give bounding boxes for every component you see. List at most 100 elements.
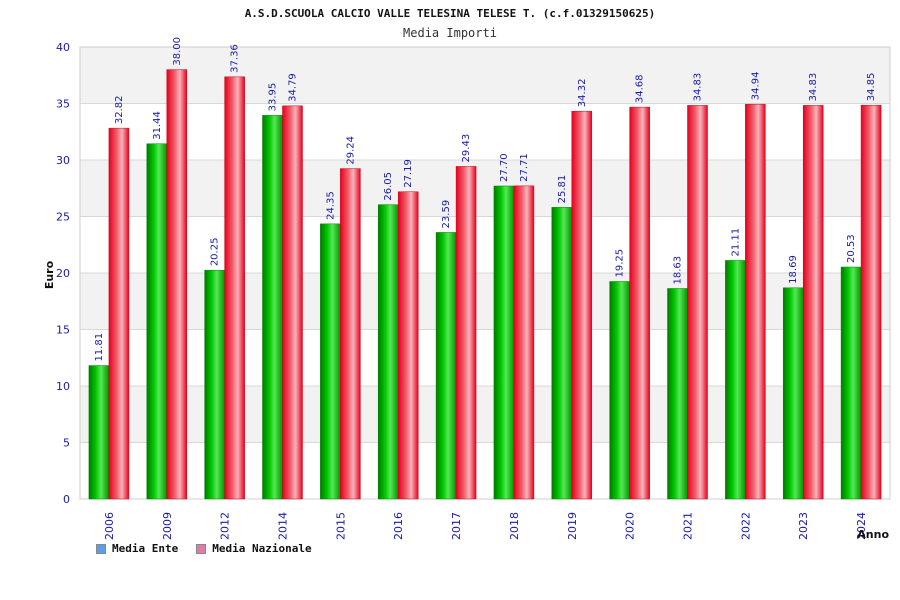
data-label-media-nazionale-2022: 34.94 (750, 72, 761, 101)
data-label-media-ente-2017: 23.59 (441, 200, 452, 229)
grid-band (80, 442, 890, 499)
data-label-media-ente-2006: 11.81 (94, 333, 105, 362)
x-tick-label-2023: 2023 (797, 512, 810, 540)
grid-band (80, 103, 890, 160)
x-axis-label: Anno (857, 528, 889, 541)
bar-media-nazionale-2018 (513, 185, 535, 500)
bar-media-nazionale-2020 (629, 106, 650, 500)
legend: Media Ente Media Nazionale (96, 542, 312, 555)
x-tick-label-2015: 2015 (334, 512, 347, 540)
bar-media-ente-2016 (377, 204, 399, 500)
bar-media-ente-2006 (88, 365, 110, 500)
bar-media-ente-2017 (435, 232, 457, 500)
bar-media-nazionale-2016 (397, 191, 419, 500)
x-tick-label-2006: 2006 (103, 512, 116, 540)
y-tick-label: 30 (56, 154, 70, 167)
data-label-media-nazionale-2017: 29.43 (461, 134, 472, 163)
grid-band (80, 160, 890, 217)
x-tick-label-2022: 2022 (739, 512, 752, 540)
bar-media-nazionale-2012 (224, 76, 245, 500)
bar-media-ente-2020 (609, 281, 630, 500)
x-tick-label-2017: 2017 (450, 512, 463, 540)
bar-media-nazionale-2015 (340, 168, 361, 500)
legend-item-media-ente: Media Ente (96, 542, 178, 555)
data-label-media-ente-2024: 20.53 (846, 234, 857, 263)
data-label-media-ente-2015: 24.35 (325, 191, 336, 220)
y-tick-label: 15 (56, 324, 70, 337)
y-tick-label: 20 (56, 267, 70, 280)
data-label-media-ente-2009: 31.44 (152, 111, 163, 140)
y-axis-label: Euro (43, 260, 56, 289)
bar-media-ente-2022 (725, 260, 746, 500)
bar-media-nazionale-2024 (860, 104, 882, 500)
chart-subtitle: Media Importi (403, 26, 497, 40)
bar-media-nazionale-2023 (802, 105, 824, 500)
data-label-media-ente-2018: 27.70 (499, 153, 510, 182)
data-label-media-ente-2014: 33.95 (268, 83, 279, 112)
bar-media-ente-2024 (840, 266, 862, 500)
y-tick-label: 35 (56, 98, 70, 111)
bar-media-ente-2018 (493, 185, 515, 500)
bar-media-nazionale-2006 (108, 127, 130, 500)
bar-media-ente-2023 (782, 287, 804, 500)
bar-media-nazionale-2014 (282, 105, 303, 500)
data-label-media-nazionale-2012: 37.36 (230, 44, 241, 73)
data-label-media-nazionale-2018: 27.71 (519, 153, 530, 182)
legend-label-media-ente: Media Ente (112, 542, 179, 555)
y-tick-label: 10 (56, 380, 70, 393)
bar-media-nazionale-2019 (571, 110, 593, 500)
x-tick-label-2019: 2019 (566, 512, 579, 540)
x-tick-label-2016: 2016 (392, 512, 405, 540)
data-label-media-ente-2012: 20.25 (210, 238, 221, 267)
y-tick-label: 40 (56, 41, 70, 54)
x-tick-label-2018: 2018 (508, 512, 521, 540)
bar-media-nazionale-2022 (745, 103, 766, 500)
data-label-media-ente-2016: 26.05 (383, 172, 394, 201)
data-label-media-ente-2022: 21.11 (730, 228, 741, 257)
y-tick-label: 25 (56, 211, 70, 224)
data-label-media-ente-2020: 19.25 (615, 249, 626, 278)
bar-media-ente-2009 (146, 143, 168, 500)
x-tick-label-2021: 2021 (682, 512, 695, 540)
x-tick-label-2024: 2024 (855, 512, 868, 540)
data-label-media-nazionale-2023: 34.83 (808, 73, 819, 102)
legend-swatch-media-nazionale (196, 543, 207, 554)
bar-media-ente-2014 (262, 115, 283, 500)
bar-media-nazionale-2021 (687, 105, 708, 500)
legend-item-media-nazionale: Media Nazionale (196, 542, 312, 555)
grid-band (80, 386, 890, 443)
grid-band (80, 329, 890, 386)
bar-media-nazionale-2017 (455, 166, 477, 500)
data-label-media-ente-2021: 18.63 (673, 256, 684, 285)
legend-swatch-media-ente (96, 543, 106, 554)
y-tick-label: 0 (63, 493, 70, 506)
x-tick-label-2009: 2009 (161, 512, 174, 540)
data-label-media-nazionale-2015: 29.24 (345, 136, 356, 165)
data-label-media-nazionale-2009: 38.00 (172, 37, 183, 66)
data-label-media-ente-2019: 25.81 (557, 175, 568, 204)
data-label-media-nazionale-2006: 32.82 (114, 95, 125, 124)
data-label-media-nazionale-2024: 34.85 (866, 73, 877, 102)
grid-band (80, 47, 890, 104)
x-tick-label-2014: 2014 (277, 512, 290, 540)
legend-label-media-nazionale: Media Nazionale (212, 542, 312, 555)
x-tick-label-2020: 2020 (624, 512, 637, 540)
x-tick-label-2012: 2012 (219, 512, 232, 540)
bar-media-nazionale-2009 (166, 69, 188, 500)
data-label-media-nazionale-2021: 34.83 (693, 73, 704, 102)
grid-band (80, 216, 890, 273)
data-label-media-nazionale-2019: 34.32 (577, 79, 588, 108)
data-label-media-nazionale-2016: 27.19 (403, 159, 414, 188)
grid-band (80, 273, 890, 330)
bar-media-ente-2021 (667, 288, 688, 500)
y-tick-label: 5 (63, 437, 70, 450)
chart-title: A.S.D.SCUOLA CALCIO VALLE TELESINA TELES… (245, 7, 656, 20)
data-label-media-ente-2023: 18.69 (788, 255, 799, 284)
data-label-media-nazionale-2020: 34.68 (635, 74, 646, 103)
bar-media-ente-2019 (551, 207, 573, 500)
plot-frame (79, 46, 891, 500)
data-label-media-nazionale-2014: 34.79 (288, 73, 299, 102)
bar-media-ente-2012 (204, 269, 225, 500)
